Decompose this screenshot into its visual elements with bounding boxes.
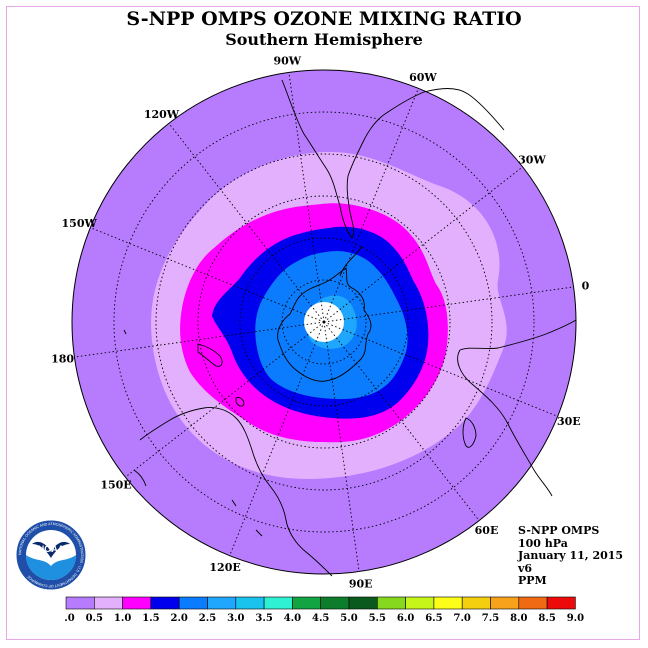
colorbar-swatch — [292, 596, 321, 610]
colorbar-tick-label: 3.5 — [255, 613, 272, 624]
colorbar-tick-label: 7.0 — [453, 613, 470, 624]
colorbar-tick-label: 5.0 — [340, 613, 357, 624]
longitude-label: 60E — [475, 524, 499, 537]
colorbar-tick-label: 4.0 — [284, 613, 301, 624]
logo-text: NOAA — [38, 544, 65, 554]
longitude-label: 60W — [409, 71, 437, 84]
longitude-label: 180 — [51, 353, 74, 366]
colorbar-tick-label: 6.0 — [397, 613, 414, 624]
colorbar-tick-label: 7.5 — [482, 613, 499, 624]
coastline-antarctic-peninsula — [339, 245, 363, 277]
coastline-africa — [457, 319, 577, 497]
coastline-madagascar — [462, 417, 477, 448]
longitude-label: 150E — [100, 479, 131, 492]
colorbar-labels: 0.0 0.5 1.0 1.5 2.0 2.5 3.0 3.5 4.0 4.5 5.0 5.5 6.0 6… — [64, 613, 584, 624]
longitude-label: 120W — [144, 108, 180, 121]
colorbar-tick-label: 4.5 — [312, 613, 329, 624]
coastlines — [123, 79, 577, 577]
colorbar-tick-label: 0.0 — [64, 613, 75, 624]
info-units: PPM — [518, 574, 547, 587]
latitude-circle-80s — [281, 279, 367, 365]
colorbar-tick-label: 5.5 — [369, 613, 386, 624]
colorbar-swatch — [122, 596, 152, 610]
info-block: S-NPP OMPS 100 hPa January 11, 2015 v6 P… — [518, 524, 624, 588]
colorbar-swatch — [348, 596, 378, 610]
colorbar-swatch — [546, 596, 576, 610]
longitude-label: 30E — [557, 415, 581, 428]
info-version: v6 — [518, 561, 533, 575]
coastline-new-zealand — [197, 343, 223, 367]
coastline-south-america — [281, 79, 505, 239]
south-pole-dot — [322, 320, 326, 324]
longitude-labels: 90W 60W 30W 0 30E 60E 90E 120E 150E 180 150W 120W — [51, 55, 589, 591]
coastline-tasmania — [235, 397, 245, 407]
colorbar-tick-label: 9.0 — [567, 613, 584, 624]
longitude-label: 0 — [582, 279, 590, 292]
info-level: 100 hPa — [518, 536, 568, 550]
info-instrument: S-NPP OMPS — [518, 524, 600, 537]
longitude-label: 30W — [518, 154, 546, 167]
latitude-circle-60s — [197, 195, 451, 449]
latitude-circle-50s — [155, 153, 493, 491]
colorbar-swatch — [235, 596, 265, 610]
colorbar-boxes — [65, 596, 576, 610]
colorbar: 0.0 0.5 1.0 1.5 2.0 2.5 3.0 3.5 4.0 4.5 5.0 5.5 6.0 6… — [64, 596, 584, 624]
colorbar-swatch — [150, 596, 180, 610]
colorbar-swatch — [405, 596, 435, 610]
info-date: January 11, 2015 — [518, 549, 624, 562]
colorbar-tick-label: 1.0 — [114, 613, 131, 624]
longitude-label: 90E — [349, 577, 373, 590]
colorbar-swatch — [518, 596, 548, 610]
colorbar-swatch — [320, 596, 350, 610]
map-subtitle: Southern Hemisphere — [225, 30, 423, 49]
colorbar-tick-label: 8.0 — [510, 613, 527, 624]
logo-wave-icon — [26, 555, 76, 580]
map-title: S-NPP OMPS OZONE MIXING RATIO — [126, 8, 522, 30]
coastline-antarctica — [277, 267, 372, 382]
colorbar-tick-label: 2.0 — [170, 613, 187, 624]
longitude-label: 150W — [62, 217, 98, 230]
map-boundary — [71, 69, 577, 575]
longitude-label: 120E — [209, 561, 240, 574]
graticule — [74, 72, 574, 572]
logo-bird-icon — [32, 541, 70, 558]
coastline-australia — [139, 407, 333, 577]
longitude-label: 90W — [273, 55, 301, 68]
coastline-islands — [123, 329, 263, 537]
colorbar-swatch — [263, 596, 293, 610]
colorbar-swatch — [490, 596, 520, 610]
latitude-circle-40s — [113, 111, 535, 533]
colorbar-tick-label: 0.5 — [86, 613, 103, 624]
ozone-field — [72, 70, 576, 574]
colorbar-swatch — [65, 596, 95, 610]
colorbar-tick-label: 6.5 — [425, 613, 442, 624]
figure-frame — [6, 6, 640, 640]
colorbar-swatch — [433, 596, 463, 610]
colorbar-tick-label: 2.5 — [199, 613, 216, 624]
colorbar-swatch — [461, 596, 491, 610]
colorbar-swatch — [178, 596, 208, 610]
colorbar-tick-label: 3.0 — [227, 613, 244, 624]
colorbar-swatch — [93, 596, 123, 610]
colorbar-swatch — [207, 596, 237, 610]
latitude-circle-70s — [239, 237, 409, 407]
noaa-logo: NOAA NATIONAL OCEANIC AND ATMOSPHERIC AD… — [15, 519, 87, 591]
colorbar-swatch — [376, 596, 406, 610]
colorbar-tick-label: 8.5 — [538, 613, 555, 624]
colorbar-tick-label: 1.5 — [142, 613, 159, 624]
